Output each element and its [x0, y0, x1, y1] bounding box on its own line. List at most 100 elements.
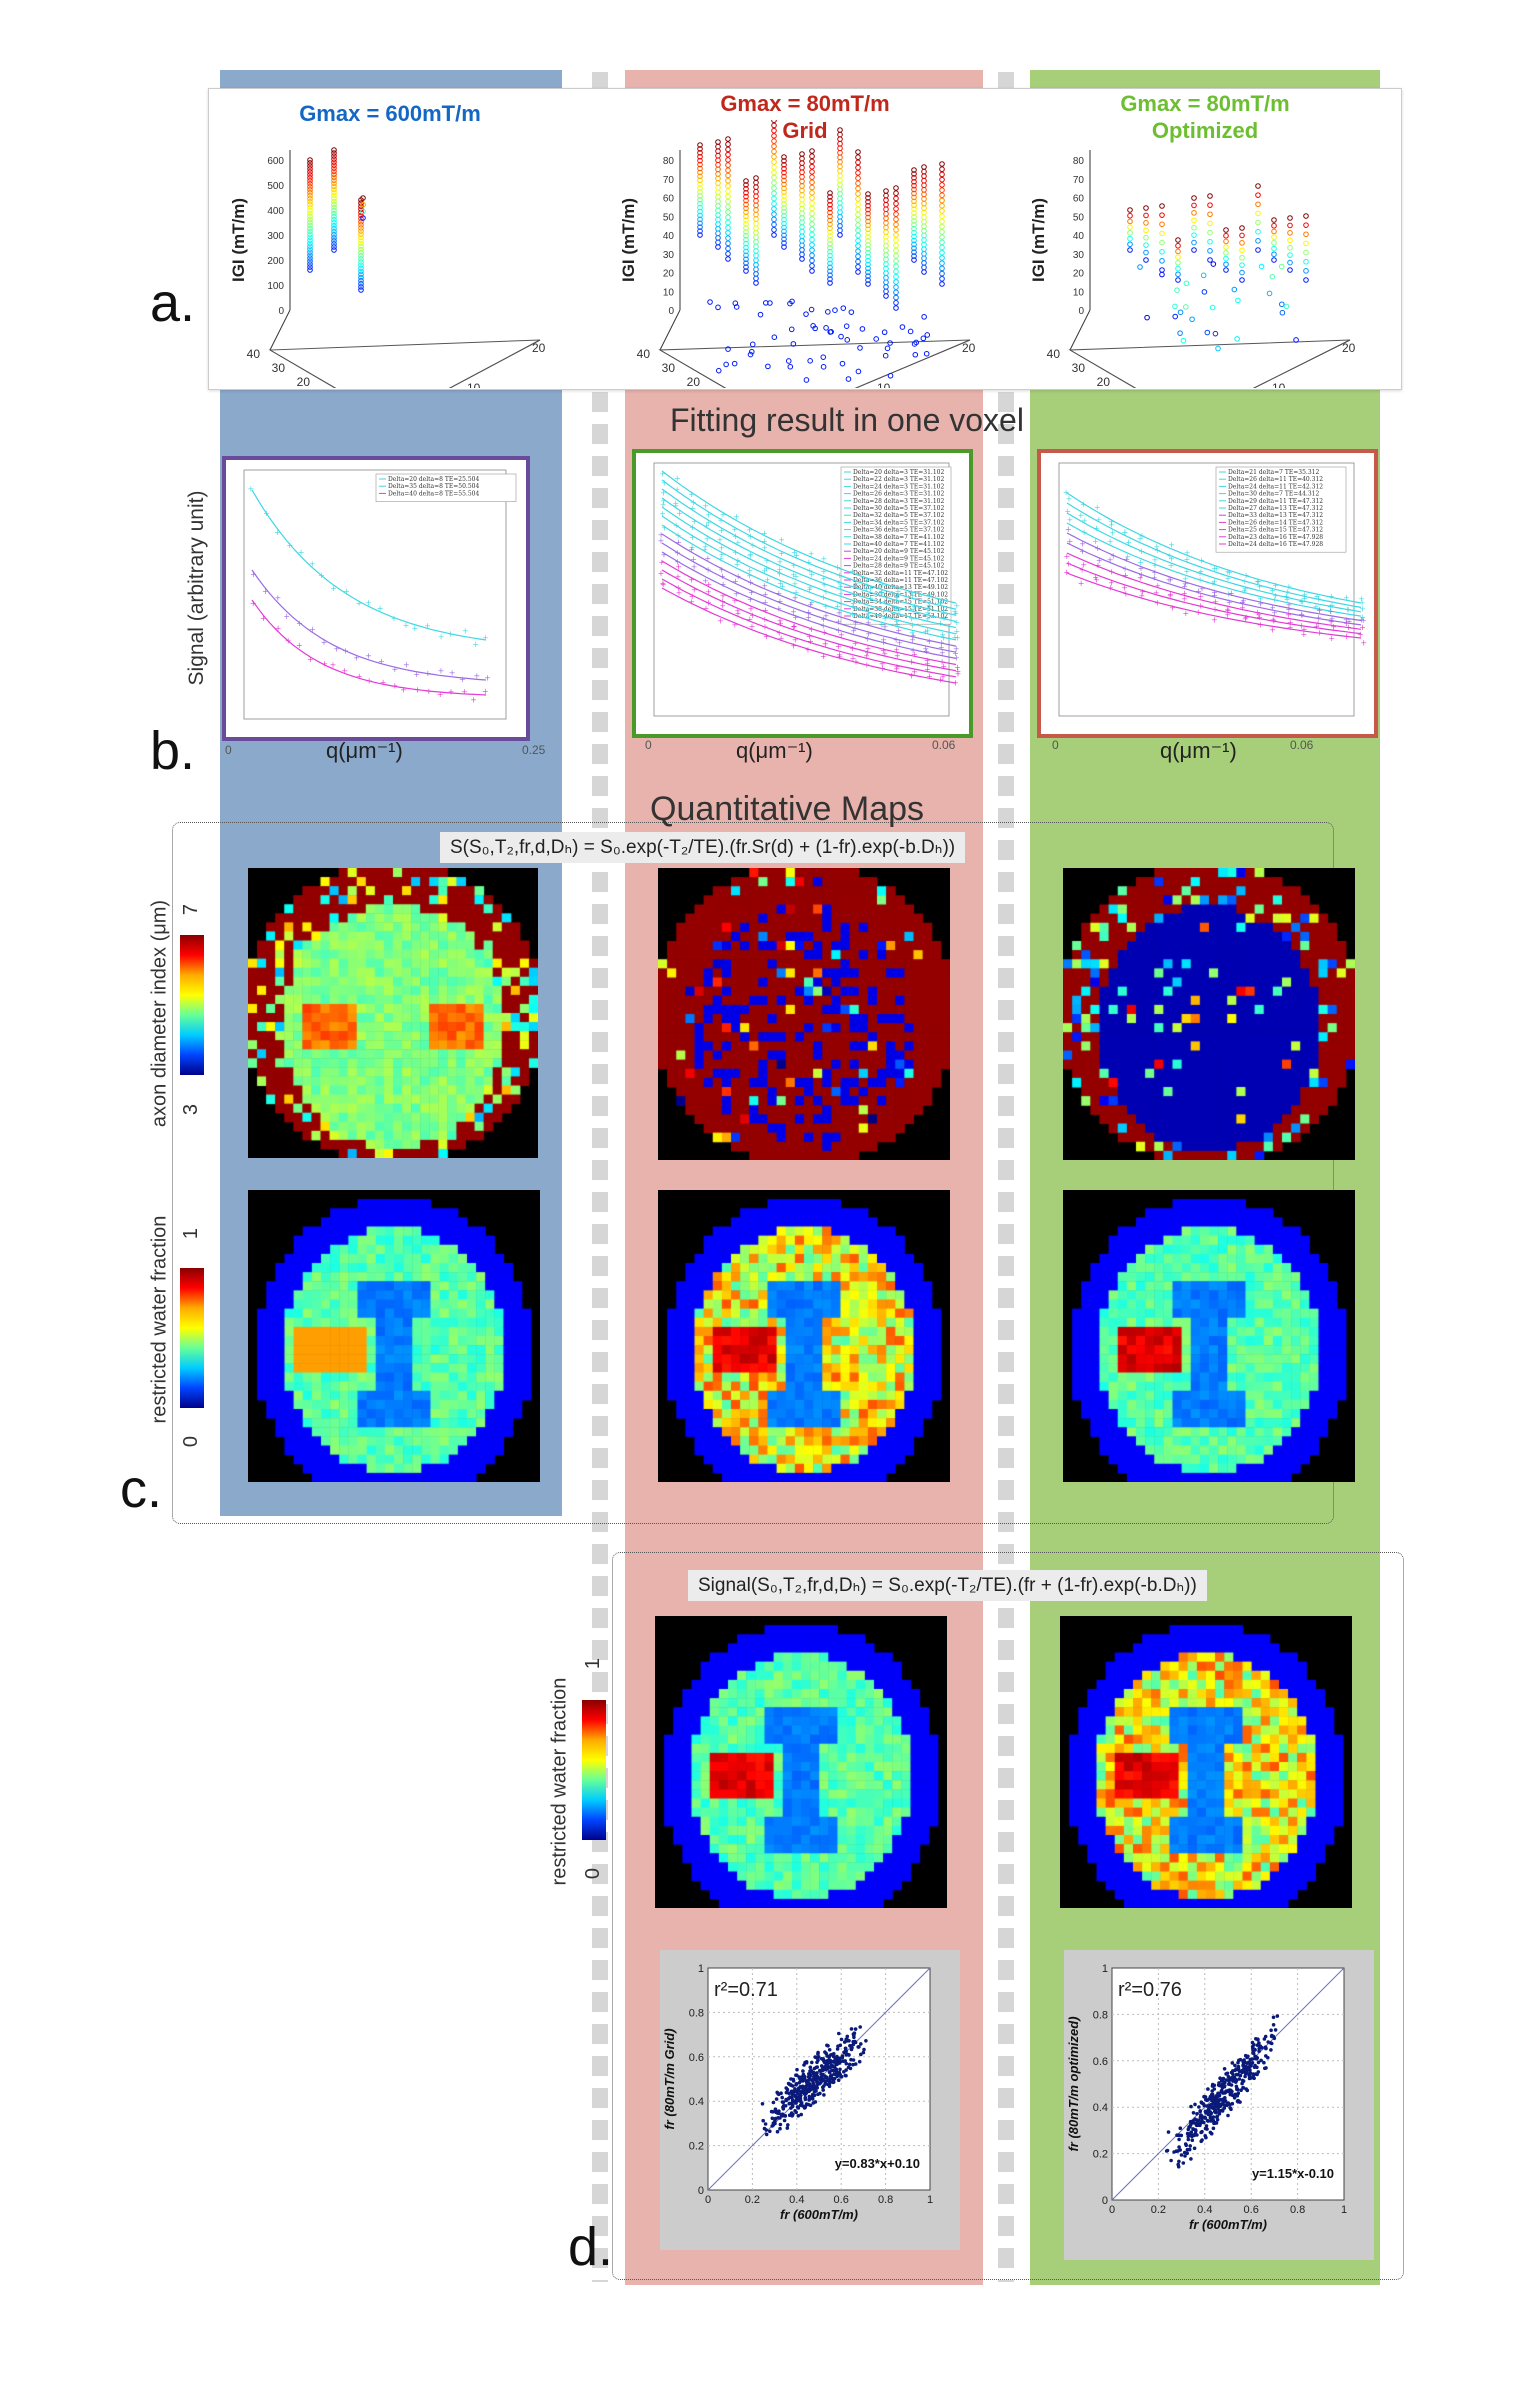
- gradient-point: [1143, 234, 1149, 241]
- fit-legend-entry: Delta=27 delta=13 TE=47.312: [1228, 505, 1323, 512]
- fit-data-point: +: [353, 654, 360, 663]
- fit-data-point: +: [1271, 608, 1278, 617]
- scatter-point: [764, 2132, 769, 2137]
- fit-data-point: +: [909, 629, 916, 638]
- gradient-point: [837, 204, 843, 211]
- fit-data-point: +: [472, 640, 479, 649]
- gradient-point: [743, 201, 749, 208]
- fit-data-point: +: [1224, 606, 1231, 615]
- scatter-point: [811, 2070, 816, 2075]
- fit-data-point: +: [777, 597, 784, 606]
- fit-data-point: +: [1168, 555, 1175, 564]
- gradient-point: [781, 208, 787, 215]
- fit-legend-entry: Delta=23 delta=16 TE=47.928: [1228, 534, 1323, 541]
- gradient-point: [809, 242, 815, 248]
- gradient-point: [331, 180, 337, 187]
- fit-data-point: +: [675, 538, 682, 547]
- fit-data-point: +: [1095, 561, 1102, 570]
- gradient-point: [939, 192, 945, 199]
- gradient-point: [911, 202, 917, 209]
- fit-data-point: +: [878, 588, 885, 597]
- gradient-point: [837, 154, 843, 161]
- fit-data-point: +: [1181, 582, 1188, 591]
- delta-tick-label: 40: [247, 347, 261, 361]
- gradient-point: [921, 209, 927, 216]
- gradient-point: [771, 211, 777, 217]
- gradient-point: [921, 241, 927, 248]
- gradient-point: [857, 345, 863, 351]
- scatter-point: [834, 2069, 839, 2073]
- gradient-point: [743, 264, 749, 270]
- map-axon-diameter-optimized: [1063, 868, 1355, 1160]
- gradient-point: [1127, 218, 1133, 225]
- scatter-point: [1190, 2138, 1195, 2142]
- fit-data-point: +: [734, 560, 741, 569]
- gradient-point: [827, 272, 833, 278]
- fit-data-point: +: [661, 550, 668, 559]
- fit-data-point: +: [748, 605, 755, 614]
- delta-tick-label: 30: [1072, 361, 1086, 375]
- fit-data-point: +: [1167, 576, 1174, 585]
- fit-data-point: +: [1182, 609, 1189, 618]
- fit-data-point: +: [1181, 595, 1188, 604]
- gradient-point: [939, 182, 945, 188]
- gradient-point: [715, 193, 721, 200]
- scatter-point: [1216, 2091, 1220, 2096]
- fit-data-point: +: [307, 655, 314, 664]
- gradient-point: [358, 237, 364, 244]
- gradient-point: [809, 169, 815, 175]
- scatter-point: [1233, 2076, 1237, 2081]
- fit-data-point: +: [939, 631, 946, 640]
- fit-data-point: +: [462, 626, 469, 635]
- gradient-point: [939, 187, 945, 193]
- gradient-point: [809, 247, 815, 253]
- fit-data-point: +: [908, 588, 915, 597]
- gradient-point: [787, 363, 794, 370]
- gradient-point: [893, 206, 899, 212]
- gradient-point: [911, 194, 917, 201]
- gradient-point: [828, 328, 834, 335]
- fit-data-point: +: [764, 575, 771, 584]
- scatter-point: [775, 2090, 779, 2095]
- gradient-point: [939, 166, 945, 173]
- fit-data-point: +: [1269, 586, 1276, 595]
- gradient-point: [809, 210, 815, 217]
- gradient-point: [725, 193, 731, 200]
- fit-data-point: +: [1079, 547, 1086, 556]
- gradient-point: [781, 181, 787, 188]
- fit-data-point: +: [880, 607, 887, 616]
- fit-data-point: +: [424, 621, 431, 630]
- gradient-point: [809, 158, 815, 165]
- fit-data-point: +: [850, 627, 857, 636]
- gradient-point: [753, 202, 759, 209]
- fit-data-point: +: [705, 519, 712, 528]
- gradient-point: [1303, 222, 1309, 228]
- gradient-point: [331, 207, 337, 214]
- gradient-point: [827, 225, 833, 232]
- gradient-point: [307, 267, 313, 273]
- gradient-point: [781, 212, 787, 219]
- gradient-point: [1191, 210, 1197, 216]
- fit1-xtick-0: 0: [645, 738, 652, 752]
- fit-data-point: +: [850, 654, 857, 663]
- plane-triangle: [268, 339, 541, 388]
- gradient-point: [753, 266, 759, 273]
- fit-data-point: +: [879, 588, 886, 597]
- gradient-point: [911, 249, 917, 255]
- gradient-point: [809, 189, 815, 196]
- delta-tick-label: 30: [662, 361, 676, 375]
- gradient-point: [725, 240, 731, 247]
- scatter-point: [1250, 2061, 1255, 2065]
- gradient-point: [939, 249, 945, 256]
- scatter-point: [1191, 2111, 1196, 2115]
- fit-data-point: +: [659, 470, 666, 479]
- gradient-point: [1255, 192, 1261, 198]
- gradient-point: [331, 159, 337, 165]
- gradient-point: [358, 274, 364, 281]
- fit-data-point: +: [882, 650, 889, 659]
- gradient-point: [753, 261, 759, 268]
- gradient-point: [743, 252, 749, 259]
- scatter-point: [784, 2086, 788, 2090]
- gradient-point: [827, 205, 833, 212]
- panel-d-cbar-min: 0: [582, 1867, 605, 1880]
